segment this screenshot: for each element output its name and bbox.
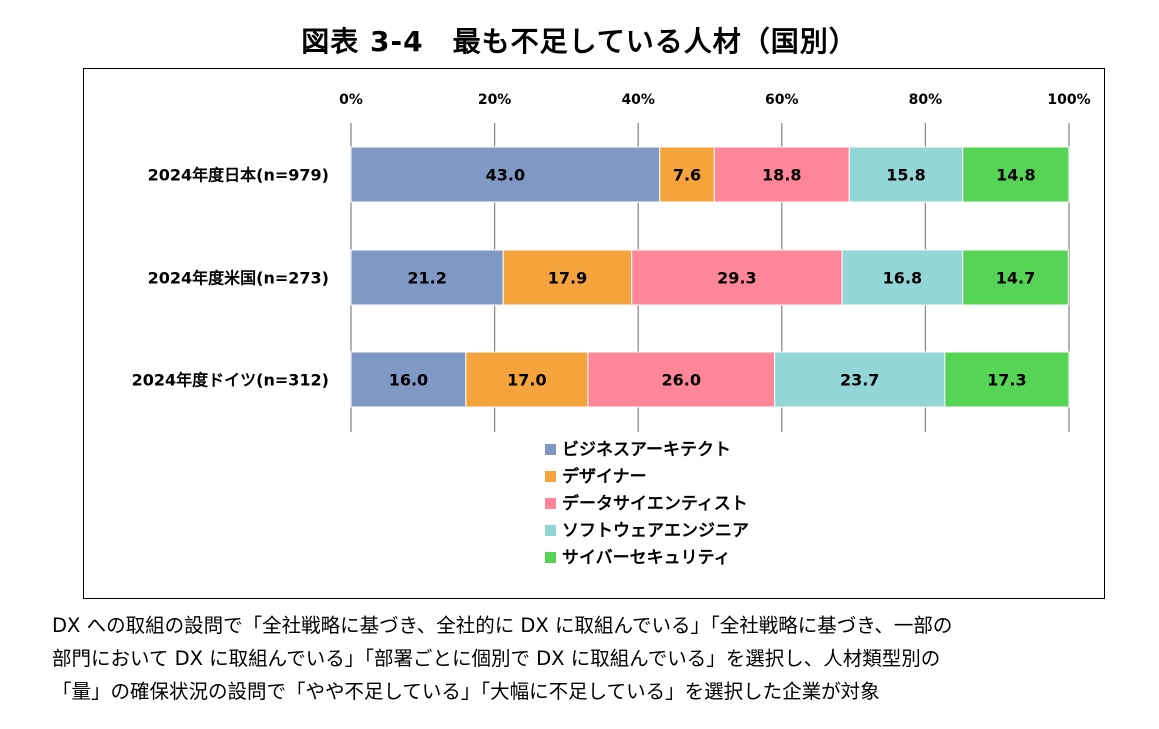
bar-segment (587, 351, 776, 408)
category-label: 2024年度米国(n=273) (148, 269, 329, 288)
legend-label: データサイエンティスト (562, 493, 748, 514)
x-tick-label: 40% (621, 92, 655, 108)
bar-segment (631, 249, 843, 306)
category-label: 2024年度ドイツ(n=312) (132, 371, 329, 390)
legend-swatch (545, 498, 556, 509)
data-label: 16.0 (389, 371, 428, 390)
chart-frame (83, 68, 1105, 599)
data-label: 16.8 (883, 269, 922, 288)
data-label: 17.9 (548, 269, 587, 288)
bar-segment (350, 351, 467, 408)
chart-title: 図表 3-4 最も不足している人材（国別） (301, 25, 858, 58)
data-label: 15.8 (886, 166, 925, 185)
bar-segment (502, 249, 633, 306)
legend-swatch (545, 525, 556, 536)
data-label: 23.7 (840, 371, 879, 390)
legend-label: デザイナー (562, 466, 647, 487)
data-label: 43.0 (486, 166, 525, 185)
data-label: 21.2 (407, 269, 446, 288)
bar-segment (465, 351, 589, 408)
data-label: 17.0 (507, 371, 546, 390)
bar-segment (944, 351, 1070, 408)
x-tick-label: 60% (765, 92, 799, 108)
bar-segment (848, 146, 964, 203)
x-tick-label: 80% (909, 92, 943, 108)
x-tick-label: 100% (1047, 92, 1090, 108)
legend-label: サイバーセキュリティ (562, 548, 731, 568)
note-line: 部門において DX に取組んでいる」「部署ごとに個別で DX に取組んでいる」を… (52, 647, 941, 670)
data-label: 14.8 (996, 166, 1035, 185)
bar-segment (350, 249, 504, 306)
data-label: 17.3 (987, 371, 1026, 390)
legend-swatch (545, 444, 556, 455)
note-line: 「量」の確保状況の設問で「やや不足している」「大幅に不足している」を選択した企業… (52, 680, 880, 703)
bar-segment (962, 146, 1070, 203)
data-label: 18.8 (762, 166, 801, 185)
data-label: 29.3 (717, 269, 756, 288)
x-tick-label: 20% (478, 92, 512, 108)
bar-segment (962, 249, 1069, 306)
legend-swatch (545, 471, 556, 482)
chart-note: DX への取組の設問で「全社戦略に基づき、全社的に DX に取組んでいる」「全社… (52, 609, 1132, 708)
data-label: 14.7 (996, 269, 1035, 288)
bar-segment (659, 146, 715, 203)
legend-label: ビジネスアーキテクト (562, 440, 731, 460)
legend-label: ソフトウェアエンジニア (562, 521, 749, 541)
x-tick-label: 0% (339, 92, 363, 108)
bar-segment (774, 351, 946, 408)
note-line: DX への取組の設問で「全社戦略に基づき、全社的に DX に取組んでいる」「全社… (52, 614, 953, 637)
bar-segment (713, 146, 850, 203)
data-label: 26.0 (662, 371, 701, 390)
legend-swatch (545, 552, 556, 563)
bar-segment (841, 249, 964, 306)
data-label: 7.6 (673, 166, 701, 185)
category-label: 2024年度日本(n=979) (148, 166, 329, 185)
bar-segment (350, 146, 661, 203)
